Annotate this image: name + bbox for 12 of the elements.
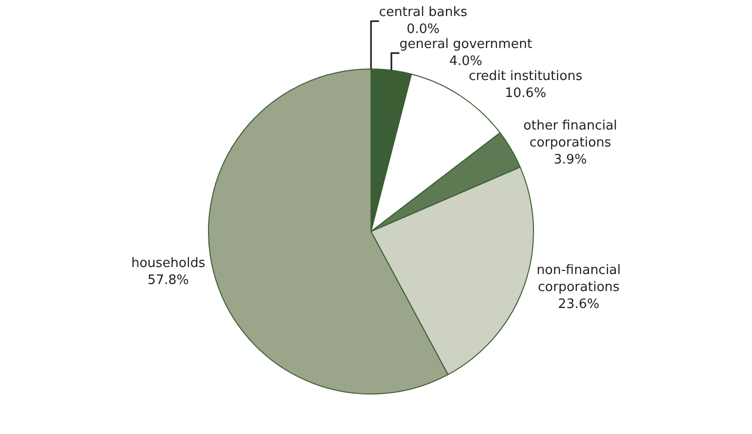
slice-label: general government <box>399 37 532 52</box>
data-label: 23.6% <box>558 296 600 312</box>
slice-label: other financial corporations <box>523 118 618 151</box>
data-label: 57.8% <box>148 273 189 288</box>
data-label: 10.6% <box>504 86 546 101</box>
slice-label: credit institutions <box>468 68 583 84</box>
slice-label: non-financial corporations <box>536 263 621 296</box>
text: 0.0% <box>406 22 440 38</box>
data-label: 4.0% <box>449 54 482 69</box>
slice-label: households <box>131 256 206 272</box>
data-label: 3.9% <box>554 152 587 168</box>
category-label: central banks <box>378 5 468 20</box>
